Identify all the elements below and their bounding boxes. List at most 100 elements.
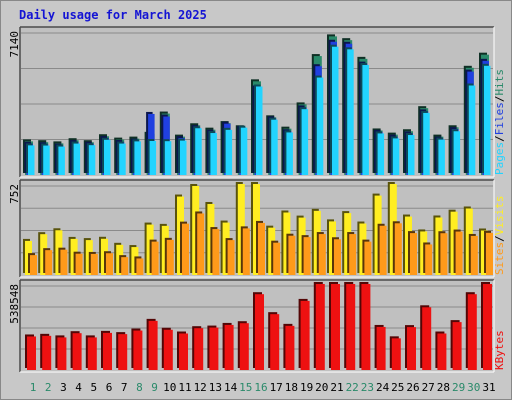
bar-sites-day-1: [30, 255, 37, 275]
day-label-8: 8: [136, 381, 143, 394]
day-label-28: 28: [437, 381, 450, 394]
bar-kbytes-day-26: [407, 327, 416, 370]
day-label-26: 26: [406, 381, 419, 394]
bar-kbytes-day-5: [87, 337, 97, 370]
axis-max-label: 7140: [8, 31, 21, 58]
bar-kbytes-day-28: [437, 333, 447, 370]
bar-kbytes-day-6: [103, 332, 112, 370]
bar-pages-day-25: [392, 138, 400, 175]
bar-kbytes-day-29: [452, 322, 462, 370]
bar-sites-day-3: [60, 249, 68, 275]
bar-pages-day-11: [180, 140, 187, 175]
bar-sites-day-20: [318, 234, 326, 275]
legend-label-visits-sites: Sites/Visits: [493, 196, 506, 276]
day-label-15: 15: [239, 381, 252, 394]
legend-hits: Hits: [493, 69, 506, 96]
bar-pages-day-12: [195, 128, 202, 175]
bar-sites-day-17: [273, 242, 281, 275]
bar-sites-day-21: [334, 239, 341, 275]
bar-sites-day-6: [106, 253, 113, 275]
day-label-19: 19: [300, 381, 313, 394]
day-label-25: 25: [391, 381, 404, 394]
bar-sites-day-4: [75, 253, 83, 275]
axis-max-label: 752: [8, 184, 21, 204]
day-label-7: 7: [121, 381, 128, 394]
bar-pages-day-8: [134, 141, 141, 175]
day-label-31: 31: [482, 381, 495, 394]
bar-sites-day-10: [166, 239, 174, 275]
bar-kbytes-day-4: [72, 333, 82, 370]
day-label-27: 27: [422, 381, 435, 394]
day-label-14: 14: [224, 381, 238, 394]
bar-kbytes-day-7: [118, 334, 128, 370]
bar-kbytes-day-2: [42, 335, 52, 370]
bar-sites-day-26: [410, 233, 417, 275]
bar-kbytes-day-27: [422, 307, 432, 370]
bar-pages-day-13: [210, 133, 217, 175]
bar-kbytes-day-14: [224, 324, 234, 370]
bar-kbytes-day-9: [148, 320, 158, 370]
bar-pages-day-6: [104, 139, 111, 175]
bar-pages-day-7: [119, 143, 126, 175]
day-label-17: 17: [270, 381, 283, 394]
bar-kbytes-day-21: [331, 284, 340, 370]
day-label-2: 2: [45, 381, 52, 394]
bar-sites-day-8: [136, 258, 144, 275]
bar-sites-day-13: [212, 229, 220, 275]
chart-title: Daily usage for March 2025: [19, 8, 207, 22]
bar-sites-day-27: [425, 244, 433, 275]
bar-pages-day-14: [225, 129, 233, 175]
bar-sites-day-30: [470, 235, 478, 275]
bar-sites-day-9: [151, 241, 159, 275]
day-label-12: 12: [194, 381, 207, 394]
bar-sites-day-31: [486, 232, 493, 275]
bar-pages-day-2: [43, 145, 50, 175]
legend-label-hits-files-pages: Pages/Files/Hits: [493, 69, 506, 175]
day-label-4: 4: [75, 381, 82, 394]
bar-pages-day-4: [73, 143, 81, 175]
bar-pages-day-27: [423, 112, 430, 175]
bar-pages-day-24: [377, 133, 385, 175]
bar-pages-day-5: [88, 145, 96, 175]
bar-kbytes-day-23: [361, 284, 371, 370]
bar-pages-day-3: [58, 146, 65, 175]
bar-kbytes-day-15: [239, 323, 249, 370]
day-label-22: 22: [346, 381, 359, 394]
legend-kbytes: KBytes: [493, 330, 506, 370]
bar-kbytes-day-10: [163, 329, 173, 370]
bar-pages-day-16: [256, 86, 263, 175]
bar-sites-day-18: [288, 235, 296, 275]
day-label-6: 6: [106, 381, 113, 394]
bar-pages-day-23: [362, 65, 369, 175]
bar-sites-day-5: [90, 253, 98, 275]
day-label-9: 9: [151, 381, 158, 394]
bar-pages-day-29: [453, 131, 461, 175]
bar-pages-day-19: [301, 109, 309, 175]
bar-pages-day-26: [408, 135, 415, 175]
bar-pages-day-18: [286, 132, 293, 175]
legend-separator: /: [493, 96, 506, 103]
bar-kbytes-day-20: [315, 284, 325, 370]
bar-sites-day-16: [258, 222, 265, 275]
bar-sites-day-15: [242, 228, 250, 275]
bar-kbytes-day-24: [376, 326, 386, 370]
day-label-10: 10: [163, 381, 176, 394]
bar-pages-day-21: [332, 46, 339, 176]
day-label-16: 16: [254, 381, 267, 394]
bar-sites-day-28: [440, 233, 448, 275]
bar-kbytes-day-17: [270, 314, 280, 370]
bar-sites-day-12: [197, 213, 205, 275]
bar-pages-day-15: [240, 127, 248, 175]
bar-sites-day-22: [349, 234, 357, 275]
bar-kbytes-day-13: [209, 327, 219, 370]
bar-sites-day-14: [227, 240, 235, 275]
legend-pages: Pages: [493, 142, 506, 175]
legend-sites: Sites: [493, 242, 506, 275]
bar-kbytes-day-1: [27, 336, 36, 370]
bar-kbytes-day-3: [57, 337, 67, 370]
bar-pages-day-22: [347, 49, 354, 176]
day-label-29: 29: [452, 381, 465, 394]
bar-sites-day-2: [45, 250, 53, 275]
bar-kbytes-day-11: [179, 333, 188, 370]
